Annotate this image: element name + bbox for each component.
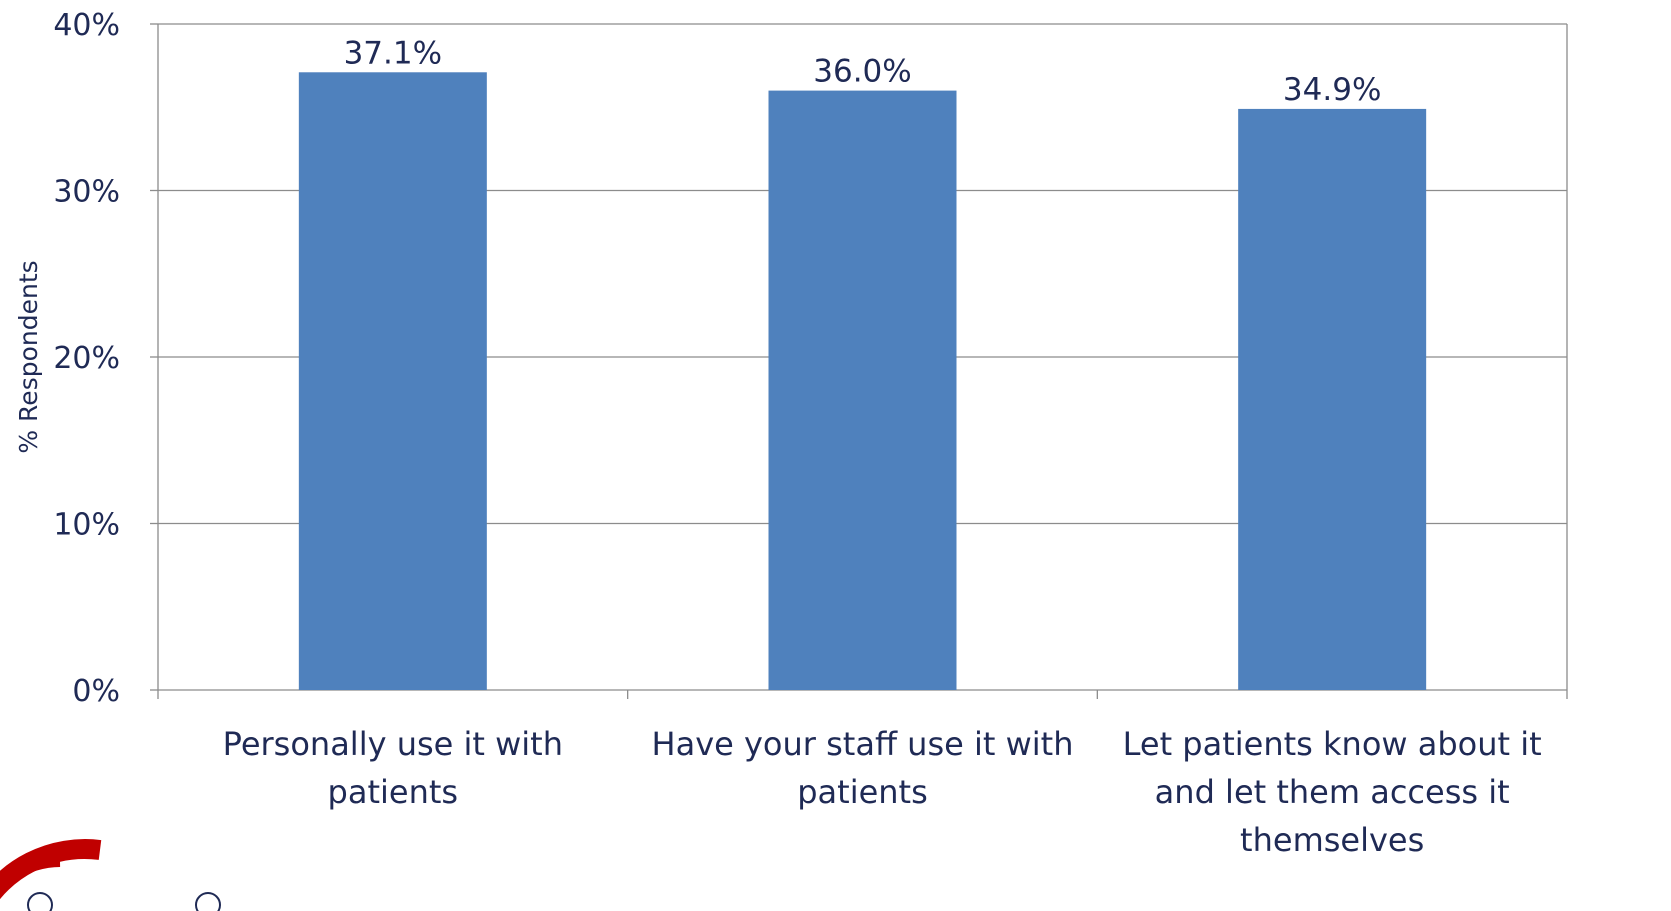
labels: 0% 10% 20% 30% 40% 37.1% Personally use it wit…	[53, 8, 1541, 859]
data-label: 34.9%	[1283, 72, 1381, 108]
category-label: Have your staff use it with patients	[652, 725, 1074, 811]
data-label: 37.1%	[344, 35, 442, 71]
y-tick-label: 10%	[53, 508, 120, 543]
y-axis-label: % Respondents	[14, 260, 43, 453]
bar	[298, 72, 487, 690]
bar	[1238, 108, 1427, 691]
y-tick-label: 30%	[53, 175, 120, 210]
y-tick-label: 40%	[53, 8, 120, 43]
logo-mark	[0, 839, 221, 911]
category-label: Personally use it with patients	[223, 725, 563, 811]
y-tick-label: 0%	[72, 674, 120, 709]
category-label: Let patients know about it and let them a…	[1123, 725, 1542, 859]
data-label: 36.0%	[813, 54, 911, 90]
y-tick-label: 20%	[53, 341, 120, 376]
bars	[298, 72, 1427, 691]
axes	[150, 23, 1568, 699]
bar	[768, 90, 957, 691]
